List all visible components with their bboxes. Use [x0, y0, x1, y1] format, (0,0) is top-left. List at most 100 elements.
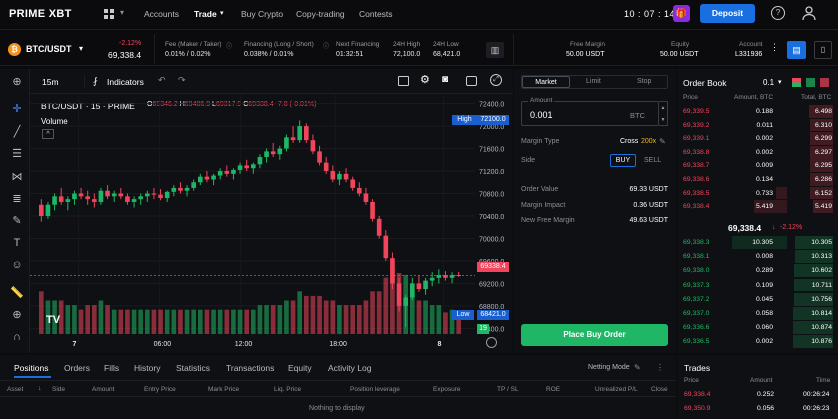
tab-transactions[interactable]: Transactions — [226, 363, 275, 373]
amount-input[interactable] — [521, 101, 659, 126]
book-asks-icon[interactable] — [820, 78, 829, 87]
sidebar-toggle-button[interactable]: ▯ — [814, 41, 832, 59]
apps-grid-icon[interactable] — [104, 9, 114, 19]
amount-value[interactable]: 0.001 — [530, 110, 553, 120]
nav-contests[interactable]: Contests — [359, 9, 393, 19]
leverage-value[interactable]: 200x — [641, 138, 657, 145]
margin-type-value[interactable]: Cross — [620, 138, 639, 145]
book-both-icon[interactable] — [792, 78, 801, 87]
horizontal-lines-icon[interactable]: ☰ — [12, 148, 22, 160]
undo-icon[interactable]: ↶ — [158, 75, 166, 85]
help-icon[interactable]: ? — [771, 6, 785, 20]
bid-row[interactable]: 69,337.3 0.109 10.711 — [681, 278, 833, 292]
order-book-step[interactable]: 0.1 — [763, 78, 775, 87]
indicators-icon[interactable]: ⨏ — [93, 76, 98, 86]
place-buy-order-button[interactable]: Place Buy Order — [521, 324, 668, 346]
tab-limit[interactable]: Limit — [586, 78, 601, 85]
gift-button[interactable]: 🎁 — [673, 5, 690, 22]
tab-stop[interactable]: Stop — [637, 78, 652, 85]
nav-trade[interactable]: Trade — [194, 9, 217, 19]
column-header[interactable]: Mark Price — [208, 386, 240, 393]
trendline-icon[interactable]: ╱ — [13, 126, 21, 138]
sell-toggle[interactable]: SELL — [644, 157, 662, 164]
interval-select[interactable]: 15m — [42, 77, 59, 87]
ruler-icon[interactable]: 📏 — [10, 287, 24, 299]
amount-stepper[interactable]: ▲ ▼ — [659, 101, 668, 126]
ask-row[interactable]: 69,339.5 0.188 6.498 — [681, 105, 833, 118]
column-header[interactable]: Position leverage — [350, 386, 400, 393]
chevron-down-icon[interactable]: ▾ — [778, 79, 782, 86]
price-chart[interactable]: 72400.0 72000.0 71600.0 71200.0 70800.0 70400… — [30, 94, 513, 353]
tab-fills[interactable]: Fills — [104, 363, 120, 373]
magnet-icon[interactable]: ∩ — [13, 331, 21, 343]
tab-statistics[interactable]: Statistics — [176, 363, 211, 373]
column-header[interactable]: Exposure — [433, 386, 461, 393]
tab-market[interactable]: Market — [522, 76, 570, 88]
tab-equity[interactable]: Equity — [288, 363, 312, 373]
nav-accounts[interactable]: Accounts — [144, 9, 179, 19]
column-header[interactable]: Liq. Price — [274, 386, 302, 393]
buy-toggle[interactable]: BUY — [610, 154, 636, 167]
info-icon[interactable]: ⓘ — [323, 44, 330, 50]
more-vertical-icon[interactable]: ⋮ — [656, 363, 664, 372]
column-header[interactable]: Entry Price — [144, 386, 176, 393]
more-vertical-icon[interactable]: ⋮ — [770, 42, 779, 52]
column-header[interactable]: Side — [52, 386, 66, 393]
sort-down-icon[interactable]: ↓ — [38, 385, 42, 392]
ask-row[interactable]: 69,338.4 5.419 5.419 — [681, 200, 833, 214]
settings-icon[interactable]: ⚙ — [420, 74, 430, 86]
book-toggle-button[interactable]: ▥ — [486, 42, 504, 58]
bid-row[interactable]: 69,337.0 0.058 10.814 — [681, 307, 833, 320]
tab-history[interactable]: History — [134, 363, 161, 373]
bid-row[interactable]: 69,338.0 0.289 10.602 — [681, 264, 833, 278]
column-header[interactable]: Close — [651, 386, 668, 393]
tab-activity-log[interactable]: Activity Log — [328, 363, 372, 373]
column-header[interactable]: ROE — [546, 386, 561, 393]
ask-row[interactable]: 69,339.2 0.011 6.310 — [681, 118, 833, 132]
bid-row[interactable]: 69,338.1 0.008 10.313 — [681, 250, 833, 264]
pattern-icon[interactable]: ⋈ — [11, 171, 23, 183]
nav-copy-trading[interactable]: Copy-trading — [296, 9, 345, 19]
fullscreen-icon[interactable] — [398, 76, 409, 86]
ask-row[interactable]: 69,338.6 0.134 6.286 — [681, 173, 833, 186]
bid-row[interactable]: 69,336.5 0.002 10.876 — [681, 335, 833, 349]
instrument-symbol[interactable]: BTC/USDT — [26, 44, 72, 54]
add-icon[interactable]: ⊕ — [12, 76, 22, 88]
ask-row[interactable]: 69,339.1 0.002 6.299 — [681, 132, 833, 146]
camera-icon[interactable]: ◙ — [442, 74, 449, 85]
tab-positions[interactable]: Positions — [14, 363, 49, 373]
tab-orders[interactable]: Orders — [64, 363, 90, 373]
deposit-button[interactable]: Deposit — [700, 4, 755, 23]
chart-settings-icon[interactable] — [486, 337, 497, 348]
netting-mode-label[interactable]: Netting Mode — [588, 364, 630, 371]
bid-row[interactable]: 69,337.2 0.045 10.756 — [681, 292, 833, 306]
zoom-in-icon[interactable]: ⊕ — [12, 309, 22, 321]
column-header[interactable]: TP / SL — [497, 386, 519, 393]
edit-icon[interactable]: ✎ — [659, 137, 666, 146]
redo-icon[interactable]: ↷ — [178, 75, 186, 85]
expand-icon[interactable]: ⤢ — [490, 74, 502, 86]
ask-row[interactable]: 69,338.8 0.002 6.297 — [681, 145, 833, 159]
nav-buy-crypto[interactable]: Buy Crypto — [241, 9, 284, 19]
column-header[interactable]: Unrealized P/L — [595, 386, 638, 393]
bid-row[interactable]: 69,336.6 0.060 10.874 — [681, 321, 833, 335]
account-id[interactable]: L331936 — [735, 51, 763, 58]
indicators-button[interactable]: Indicators — [107, 77, 144, 87]
book-bids-icon[interactable] — [806, 78, 815, 87]
ask-row[interactable]: 69,338.7 0.009 6.295 — [681, 159, 833, 173]
text-icon[interactable]: T — [13, 237, 21, 249]
collapse-legend-button[interactable]: ^ — [42, 129, 54, 139]
brush-icon[interactable]: ✎ — [12, 215, 22, 227]
window-icon[interactable] — [466, 76, 477, 86]
emoji-icon[interactable]: ☺ — [11, 259, 23, 271]
column-header[interactable]: Amount — [92, 386, 115, 393]
edit-icon[interactable]: ✎ — [634, 363, 641, 372]
brand-logo[interactable]: PRIME XBT — [9, 8, 72, 20]
ask-row[interactable]: 69,338.5 0.733 6.152 — [681, 186, 833, 200]
user-icon[interactable] — [801, 5, 817, 21]
crosshair-icon[interactable]: ✛ — [12, 103, 22, 115]
fib-icon[interactable]: ≣ — [12, 193, 22, 205]
column-header[interactable]: Asset — [7, 386, 24, 393]
layout-toggle-button[interactable]: ▤ — [787, 41, 806, 59]
chevron-down-icon[interactable]: ▾ — [120, 8, 125, 17]
